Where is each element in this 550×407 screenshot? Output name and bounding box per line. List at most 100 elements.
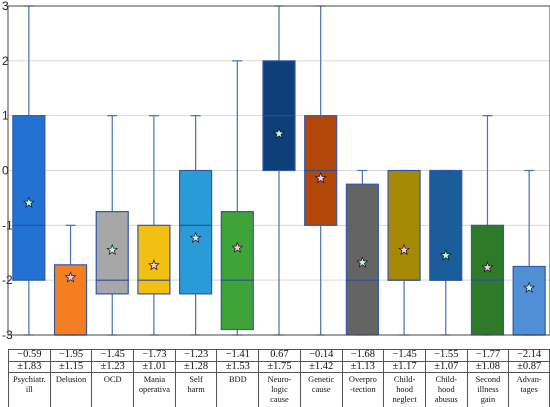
stats-column: −1.41 ±1.53 BDD [216, 349, 258, 407]
sd-value: ±1.13 [350, 361, 375, 372]
category-label-line: Mania [143, 375, 166, 384]
mean-star [441, 251, 450, 259]
mean-star [66, 273, 75, 281]
stats-column: −1.23 ±1.28 Self harm [174, 349, 217, 407]
stats-column: −0.14 ±1.42 Genetic cause [299, 349, 342, 407]
category-label-line: Self [189, 375, 203, 384]
iqr-box [429, 169, 463, 281]
category-label-line: Child- [393, 375, 416, 384]
category-label: Psychiatr. ill [9, 375, 50, 395]
category-label: BDD [217, 375, 258, 385]
category-label-line: neglect [392, 395, 417, 404]
stats-column: −1.55 ±1.07 Child-hood abusus [424, 349, 467, 407]
box-3 [95, 115, 129, 336]
stats-column: −1.45 ±1.17 Child-hood neglect [383, 349, 425, 407]
y-tick-label: -1 [2, 218, 13, 232]
category-label: Second illness gain [468, 375, 509, 405]
mean-value: −1.45 [100, 349, 125, 360]
box-plot-chart: -3 -2 -1 0 1 2 3 [2, 0, 550, 342]
mean-star [358, 258, 367, 267]
box-13 [512, 169, 546, 336]
category-label: Advan-tages [509, 375, 549, 395]
y-axis: -3 -2 -1 0 1 2 3 [2, 0, 13, 342]
mean-value: −1.41 [225, 349, 250, 360]
category-label: Overpro -tection [343, 375, 384, 395]
category-label-line: cause [311, 385, 331, 394]
category-label-line: hood [396, 385, 413, 394]
category-label-line: Advan- [516, 375, 542, 384]
plot-frame [7, 5, 550, 336]
box-1 [12, 5, 46, 336]
category-label-line: abusus [434, 395, 458, 404]
category-label-line: illness [477, 385, 499, 394]
box-8 [304, 5, 338, 336]
sd-value: ±1.01 [142, 361, 167, 372]
box-7 [262, 5, 296, 336]
mean-value: −1.55 [434, 349, 459, 360]
sd-value: ±1.23 [100, 361, 125, 372]
y-tick-label: 2 [2, 54, 9, 68]
category-label: Neuro-logic cause [259, 375, 300, 405]
mean-star [233, 243, 242, 252]
table-mean-rule [8, 361, 550, 362]
mean-value: −2.14 [516, 349, 542, 360]
mean-value: −1.95 [58, 349, 84, 360]
mean-value: −0.59 [17, 349, 42, 360]
category-label-line: logic [271, 385, 288, 394]
mean-star [483, 263, 492, 272]
category-label: OCD [92, 375, 133, 385]
category-label: Mania operativa [134, 375, 175, 395]
category-label-line: gain [480, 395, 496, 404]
mean-star [399, 245, 409, 254]
category-label-line: -tection [350, 385, 376, 394]
sd-value: ±1.28 [184, 361, 209, 372]
category-label-line: Neuro- [267, 375, 292, 384]
category-label: Genetic cause [301, 375, 342, 395]
box-12 [470, 115, 505, 336]
sd-value: ±1.42 [309, 361, 334, 372]
category-label: Delusion [51, 375, 92, 385]
mean-value: 0.67 [270, 349, 289, 360]
sd-value: ±1.08 [475, 361, 501, 372]
category-label-line: Overpro [348, 375, 377, 384]
mean-star [525, 283, 534, 292]
sd-value: ±0.87 [517, 361, 542, 372]
mean-value: −1.77 [475, 349, 501, 360]
mean-star [24, 198, 33, 207]
category-label-line: ill [25, 385, 33, 394]
stats-column: −1.68 ±1.13 Overpro -tection [341, 349, 384, 407]
sd-value: ±1.53 [225, 361, 250, 372]
box-11 [429, 169, 463, 336]
category-label-line: Genetic [308, 375, 335, 384]
mean-star [274, 129, 284, 138]
category-label-line: tages [520, 385, 538, 394]
category-label-line: OCD [103, 375, 122, 384]
mean-star [108, 245, 117, 254]
y-tick-label: 1 [2, 109, 9, 123]
mean-star [316, 173, 325, 182]
stats-column: −2.14 ±0.87 Advan-tages [508, 349, 550, 407]
stats-column: −1.77 ±1.08 Second illness gain [466, 349, 509, 407]
box-9 [345, 169, 379, 336]
mean-value: −1.68 [350, 349, 376, 360]
category-label-line: cause [270, 395, 289, 404]
box-10 [387, 169, 421, 336]
mean-star [191, 233, 200, 242]
table-sd-rule [8, 372, 550, 373]
y-tick-label: 0 [2, 164, 9, 178]
iqr-box [95, 211, 129, 295]
y-tick-label: 3 [2, 0, 9, 13]
table-top-rule [8, 349, 550, 350]
category-label-line: Child- [435, 375, 457, 384]
sd-value: ±1.15 [58, 361, 84, 372]
y-tick-label: -2 [2, 273, 13, 287]
category-label-line: hood [437, 385, 455, 394]
box-4 [137, 115, 171, 336]
box-5 [179, 115, 213, 336]
box-6 [220, 60, 254, 336]
category-label-line: harm [187, 385, 205, 394]
y-tick-label: -3 [2, 328, 13, 342]
sd-value: ±1.07 [434, 361, 459, 372]
category-label: Self harm [176, 375, 217, 395]
category-label-line: operativa [138, 385, 170, 394]
